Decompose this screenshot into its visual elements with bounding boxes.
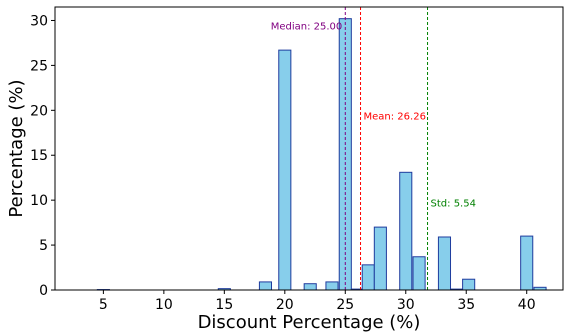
- x-axis-ticks: 5 10 15 20 25 30 35 40: [99, 290, 536, 313]
- histogram-bar: [437, 236, 452, 291]
- plot-frame: [54, 6, 564, 291]
- x-tick-label: 40: [518, 297, 536, 313]
- y-tick-label: 5: [39, 238, 48, 254]
- x-axis-label: Discount Percentage (%): [198, 312, 421, 333]
- histogram-bar: [412, 256, 426, 291]
- reference-line-label: Median: 25.00: [271, 21, 343, 32]
- histogram-bar: [325, 281, 339, 291]
- x-tick-label: 30: [397, 297, 415, 313]
- y-tick-label: 25: [30, 58, 48, 74]
- histogram-bar: [399, 171, 413, 291]
- x-tick-label: 10: [155, 297, 173, 313]
- histogram-bar: [278, 49, 292, 291]
- reference-line-label: Mean: 26.26: [364, 111, 426, 122]
- y-tick-label: 20: [30, 103, 48, 119]
- histogram-bar: [462, 278, 476, 291]
- y-tick-label: 0: [39, 283, 48, 299]
- x-tick-label: 15: [215, 297, 233, 313]
- x-tick-label: 35: [457, 297, 475, 313]
- bars-group: [96, 18, 547, 291]
- histogram-bar: [373, 226, 387, 291]
- x-tick-label: 20: [276, 297, 294, 313]
- y-axis-ticks: 0 5 10 15 20 25 30: [30, 13, 55, 299]
- histogram-bar: [520, 235, 534, 291]
- histogram-bar: [258, 281, 273, 291]
- x-tick-label: 25: [336, 297, 354, 313]
- x-tick-label: 5: [99, 297, 108, 313]
- reference-lines-group: Median: 25.00 Mean: 26.26 Std: 5.54: [271, 7, 476, 290]
- histogram-bar: [361, 264, 375, 291]
- y-tick-label: 30: [30, 13, 48, 29]
- y-axis-label: Percentage (%): [6, 79, 27, 217]
- histogram-bar: [303, 283, 317, 291]
- reference-line-label: Std: 5.54: [431, 198, 476, 209]
- y-tick-label: 15: [30, 148, 48, 164]
- y-tick-label: 10: [30, 193, 48, 209]
